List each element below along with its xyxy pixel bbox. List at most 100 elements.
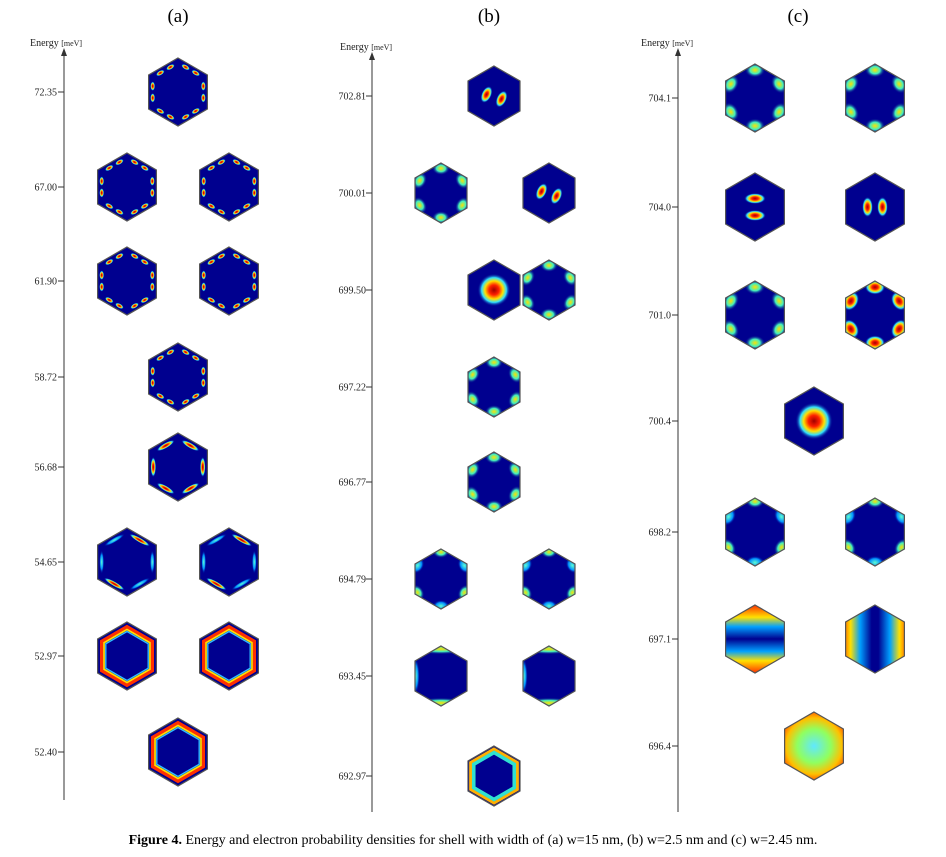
tick-label: 699.50 [339, 286, 367, 297]
tick-label: 692.97 [339, 772, 367, 783]
energy-level: 697.22 [339, 356, 521, 418]
hexagon-body [199, 247, 259, 315]
axis-title: Energy [meV] [641, 38, 693, 49]
energy-level: 58.72 [35, 342, 208, 412]
hexagon-body [725, 281, 785, 349]
probability-density-map [199, 621, 259, 691]
probability-density-map [199, 246, 259, 316]
energy-level: 52.97 [35, 621, 259, 691]
probability-density-map [844, 497, 906, 567]
probability-density-map [467, 65, 521, 127]
hexagon-body [468, 66, 520, 126]
axis-arrow-icon [61, 48, 67, 56]
energy-level: 701.0 [649, 280, 906, 350]
probability-density-map [724, 172, 786, 242]
hexagon-body [97, 153, 157, 221]
probability-density-map [467, 356, 521, 418]
figure-4: (a) Energy [meV] 72.35 67.00 61.90 58.72 56.68… [30, 6, 906, 812]
hexagon-body [725, 498, 785, 566]
probability-density-map [96, 152, 157, 222]
hexagon-body [199, 528, 259, 596]
energy-level: 696.77 [339, 451, 521, 513]
energy-level: 697.1 [649, 604, 906, 674]
probability-density-map [467, 259, 521, 321]
hexagon-body [845, 281, 905, 349]
energy-level: 52.40 [35, 717, 208, 787]
energy-level: 54.65 [35, 527, 259, 597]
hexagon-body [148, 433, 208, 501]
hexagon-body [415, 646, 467, 706]
hexagon-body [97, 247, 157, 315]
hexagon-body [523, 260, 575, 320]
probability-density-map [467, 745, 521, 807]
tick-label: 700.01 [339, 189, 367, 200]
probability-density-map [522, 645, 576, 707]
probability-density-map [414, 645, 468, 707]
panel-b: (b) Energy [meV] 702.81 700.01 699.50 697.22 6… [339, 6, 576, 812]
tick-label: 52.97 [35, 652, 58, 663]
energy-level: 702.81 [339, 65, 521, 127]
probability-density-map [467, 451, 521, 513]
panel-c: (c) Energy [meV] 704.1 704.0 701.0 700.4 698.2… [641, 6, 906, 812]
hexagon-body [148, 343, 208, 411]
hexagon-body [845, 498, 905, 566]
axis-title: Energy [meV] [340, 42, 392, 53]
probability-density-map [148, 432, 208, 502]
energy-level: 692.97 [339, 745, 521, 807]
axis-arrow-icon [369, 52, 375, 60]
tick-label: 58.72 [35, 373, 58, 384]
hexagon-body [199, 153, 259, 221]
tick-label: 61.90 [35, 277, 58, 288]
probability-density-map [783, 386, 845, 456]
energy-level: 56.68 [35, 432, 208, 502]
probability-density-map [96, 246, 157, 316]
tick-label: 704.0 [649, 203, 672, 214]
hexagon-body [468, 452, 520, 512]
panel-label: (a) [167, 6, 188, 27]
probability-density-map [148, 57, 208, 127]
tick-label: 697.22 [339, 383, 367, 394]
tick-label: 700.4 [649, 417, 672, 428]
hexagon-body [468, 357, 520, 417]
tick-label: 701.0 [649, 311, 672, 322]
energy-level: 694.79 [339, 548, 576, 610]
probability-density-map [724, 63, 786, 133]
probability-density-map [414, 548, 468, 610]
probability-density-map [96, 527, 157, 597]
probability-density-map [844, 604, 906, 674]
energy-level: 700.4 [649, 386, 845, 456]
probability-density-map [724, 604, 786, 674]
probability-density-map [414, 162, 468, 224]
energy-level: 704.1 [649, 63, 906, 133]
probability-density-map [199, 527, 259, 597]
probability-density-map [199, 152, 259, 222]
hexagon-body [845, 173, 905, 241]
tick-label: 54.65 [35, 558, 58, 569]
probability-density-map [522, 259, 576, 321]
tick-label: 694.79 [339, 575, 367, 586]
probability-density-map [844, 280, 906, 350]
caption-label: Figure 4. [128, 833, 182, 848]
tick-label: 693.45 [339, 672, 367, 683]
panel-a: (a) Energy [meV] 72.35 67.00 61.90 58.72 56.68… [30, 6, 259, 800]
probability-density-map [148, 717, 208, 787]
hexagon-body [845, 64, 905, 132]
tick-label: 697.1 [649, 635, 672, 646]
hexagon-body [97, 622, 157, 690]
panel-label: (c) [787, 6, 808, 27]
caption-text: Energy and electron probability densitie… [185, 833, 818, 848]
hexagon-body [523, 163, 575, 223]
hexagon-body [523, 646, 575, 706]
tick-label: 67.00 [35, 183, 58, 194]
probability-density-map [96, 621, 157, 691]
probability-density-map [844, 172, 906, 242]
probability-density-map [724, 497, 786, 567]
tick-label: 698.2 [649, 528, 672, 539]
energy-level: 704.0 [649, 172, 906, 242]
tick-label: 52.40 [35, 748, 58, 759]
probability-density-map [844, 63, 906, 133]
probability-density-map [522, 548, 576, 610]
energy-level: 693.45 [339, 645, 576, 707]
tick-label: 702.81 [339, 92, 367, 103]
energy-level: 700.01 [339, 162, 576, 224]
